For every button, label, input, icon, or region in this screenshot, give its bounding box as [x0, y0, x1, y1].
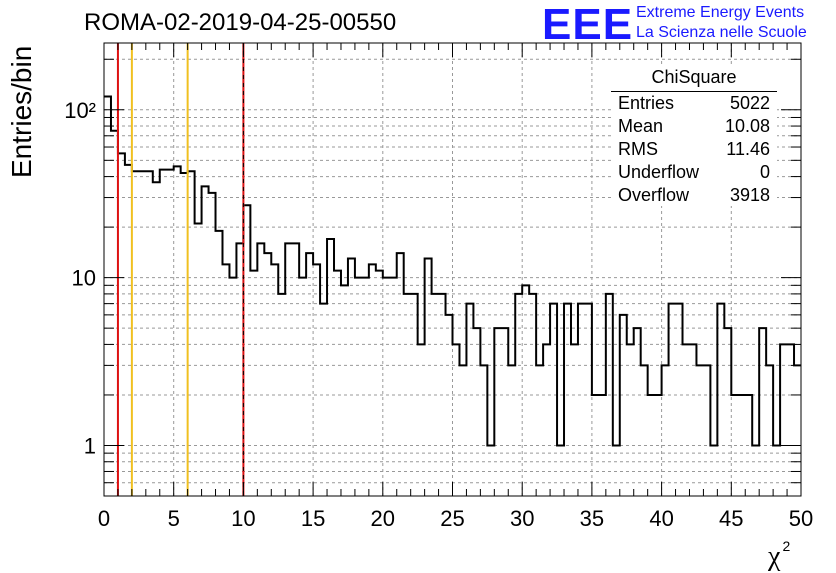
stats-divider — [611, 91, 777, 92]
stats-key: Mean — [618, 116, 664, 136]
stats-value: 5022 — [729, 93, 770, 113]
stats-row-overflow: Overflow 3918 — [618, 185, 770, 207]
stats-row-mean: Mean 10.08 — [618, 116, 770, 138]
x-tick-label: 30 — [510, 506, 534, 531]
x-tick-label: 15 — [301, 506, 325, 531]
stats-row-underflow: Underflow 0 — [618, 162, 770, 184]
y-tick-label: 10² — [64, 98, 96, 123]
stats-row-rms: RMS 11.46 — [618, 139, 770, 161]
x-tick-label: 10 — [231, 506, 255, 531]
stats-key: RMS — [618, 139, 658, 159]
x-tick-label: 20 — [371, 506, 395, 531]
stats-title: ChiSquare — [651, 67, 737, 87]
stats-value: 3918 — [729, 185, 770, 205]
histogram-line — [104, 95, 801, 447]
y-tick-label: 10 — [72, 266, 96, 291]
x-tick-label: 50 — [789, 506, 813, 531]
stats-value: 10.08 — [724, 116, 770, 136]
logo-line-1: Extreme Energy Events — [636, 4, 805, 21]
stats-value: 0 — [759, 162, 770, 182]
stats-key: Underflow — [618, 162, 700, 182]
logo-line-2: La Scienza nelle Scuole — [636, 24, 807, 41]
x-tick-label: 25 — [440, 506, 464, 531]
x-tick-label: 5 — [168, 506, 180, 531]
eee-logo: EEE — [542, 0, 634, 49]
y-tick-label: 1 — [84, 433, 96, 458]
x-tick-label: 45 — [719, 506, 743, 531]
x-tick-label: 0 — [98, 506, 110, 531]
x-tick-label: 35 — [580, 506, 604, 531]
chart-title: ROMA-02-2019-04-25-00550 — [84, 9, 397, 36]
stats-row-entries: Entries 5022 — [618, 93, 770, 115]
stats-box: ChiSquare Entries 5022 Mean 10.08 RMS 11… — [611, 66, 777, 206]
stats-key: Entries — [618, 93, 675, 113]
x-tick-label: 40 — [649, 506, 673, 531]
stats-key: Overflow — [618, 185, 690, 205]
stats-value: 11.46 — [726, 139, 770, 159]
